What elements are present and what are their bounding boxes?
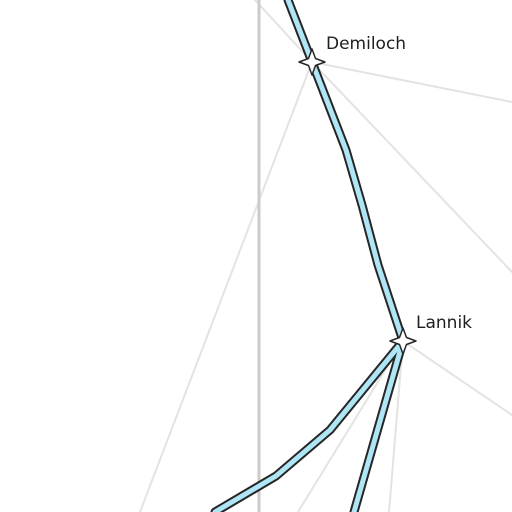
road-minor — [388, 340, 404, 512]
lannik-marker[interactable] — [389, 327, 417, 355]
road-minor — [402, 340, 512, 416]
four-point-star-icon — [389, 327, 417, 355]
four-point-star-icon — [298, 48, 326, 76]
trail-fill — [212, 0, 406, 512]
place-label-demiloch: Demiloch — [326, 34, 406, 54]
road-minor — [139, 61, 313, 512]
place-label-lannik: Lannik — [416, 313, 472, 333]
road-minor — [297, 340, 404, 512]
road-minor — [254, 0, 313, 63]
trail-route[interactable] — [210, 0, 408, 512]
demiloch-marker[interactable] — [298, 48, 326, 76]
road-minor — [311, 61, 512, 273]
road-minor — [311, 61, 512, 103]
